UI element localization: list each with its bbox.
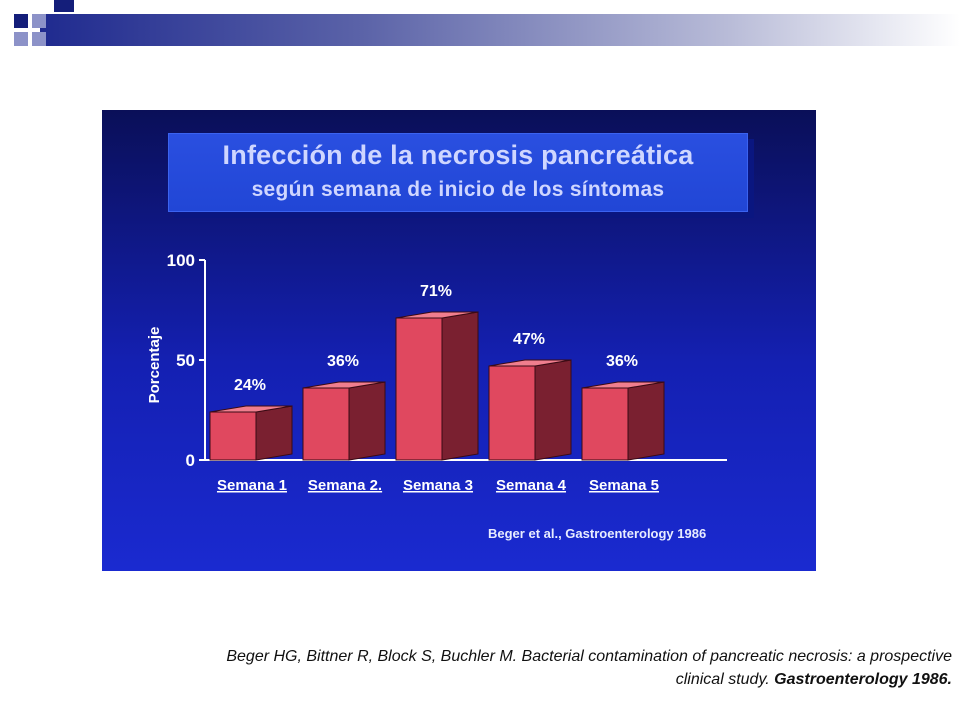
header-square-icon bbox=[32, 14, 46, 28]
chart-title: Infección de la necrosis pancreática bbox=[222, 140, 694, 170]
y-tick-label: 100 bbox=[167, 251, 195, 270]
bar-side bbox=[255, 405, 293, 461]
bar-value-label: 71% bbox=[420, 283, 452, 300]
bar-value-label: 36% bbox=[606, 353, 638, 370]
header-square-icon bbox=[14, 14, 28, 28]
bar-side bbox=[534, 359, 572, 461]
x-tick-label: Semana 5 bbox=[589, 477, 659, 494]
x-tick-label: Semana 4 bbox=[496, 477, 567, 494]
header-square-icon bbox=[32, 32, 46, 46]
bar-side bbox=[348, 381, 386, 461]
bar-value-label: 36% bbox=[327, 353, 359, 370]
bar-value-label: 47% bbox=[513, 331, 545, 348]
x-tick-label: Semana 1 bbox=[217, 477, 287, 494]
chart-subtitle: según semana de inicio de los síntomas bbox=[251, 178, 665, 201]
bar-chart: 0 50 100 Porcentaje 24% Semana 1 36% Semana 2. 7… bbox=[146, 251, 727, 494]
bar bbox=[395, 317, 443, 461]
citation-text: Beger HG, Bittner R, Block S, Buchler M.… bbox=[226, 648, 952, 688]
y-tick-label: 50 bbox=[176, 351, 195, 370]
y-axis-label: Porcentaje bbox=[146, 327, 163, 404]
x-tick-label: Semana 2. bbox=[308, 477, 382, 494]
bar bbox=[302, 387, 350, 461]
header-gradient-bar bbox=[40, 14, 960, 46]
bar bbox=[209, 411, 257, 461]
bar-side bbox=[627, 381, 665, 461]
bar-side bbox=[441, 311, 479, 461]
citation: Beger HG, Bittner R, Block S, Buchler M.… bbox=[200, 645, 952, 691]
header-square-icon bbox=[54, 0, 74, 12]
bar-value-label: 24% bbox=[234, 377, 266, 394]
x-tick-label: Semana 3 bbox=[403, 477, 473, 494]
chart-title-box: Infección de la necrosis pancreática seg… bbox=[168, 133, 748, 212]
y-tick-label: 0 bbox=[186, 451, 195, 470]
bar bbox=[581, 387, 629, 461]
source-note: Beger et al., Gastroenterology 1986 bbox=[488, 526, 707, 541]
bar bbox=[488, 365, 536, 461]
citation-journal: Gastroenterology 1986. bbox=[774, 671, 952, 688]
header-square-icon bbox=[14, 32, 28, 46]
